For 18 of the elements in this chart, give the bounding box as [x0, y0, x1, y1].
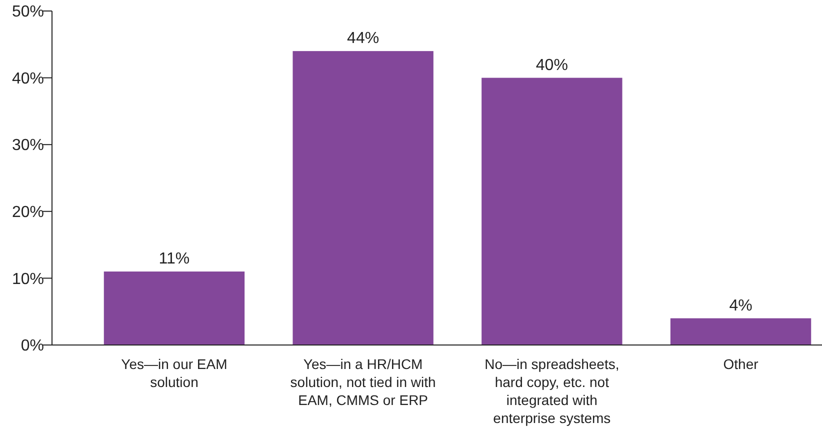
- x-tick-label: No—in spreadsheets, hard copy, etc. not integrated with enterprise systems: [484, 356, 620, 426]
- data-label: 11%: [158, 250, 190, 268]
- y-tick-label: 40%: [12, 70, 44, 88]
- y-tick-label: 10%: [12, 270, 44, 288]
- x-tick-label: Yes—in a HR/HCM solution, not tied in with EAM, CMMS or ERP: [290, 356, 436, 408]
- x-tick-label: Other: [723, 356, 759, 372]
- data-label: 40%: [536, 56, 568, 74]
- bar: [482, 78, 622, 345]
- data-label: 44%: [347, 30, 380, 48]
- bar: [104, 272, 245, 345]
- bar: [670, 318, 812, 345]
- y-tick-label: 30%: [12, 137, 44, 154]
- y-tick-label: 0%: [20, 338, 44, 355]
- data-label: 4%: [729, 297, 752, 314]
- x-tick-label: Yes—in our EAM solution: [121, 356, 228, 390]
- y-tick-label: 50%: [12, 4, 44, 21]
- y-tick-label: 20%: [12, 204, 44, 221]
- bar: [292, 51, 434, 345]
